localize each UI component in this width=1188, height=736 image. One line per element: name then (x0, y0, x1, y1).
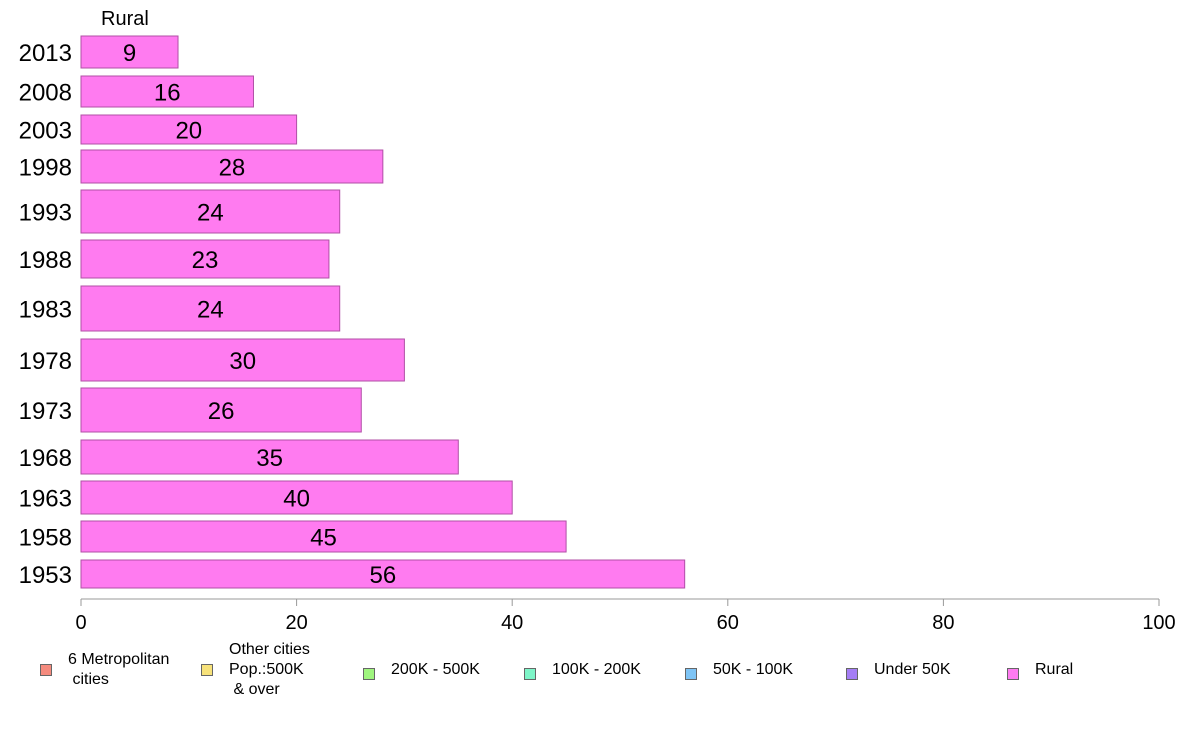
legend-label: Other cities Pop.:500K & over (229, 641, 310, 698)
bar (80, 149, 384, 184)
y-tick-label: 1963 (19, 486, 72, 513)
bars: 2013 9 2008 16 2003 20 1998 28 1993 24 1988 23 1983 2… (19, 35, 686, 589)
bar-value-label: 40 (283, 486, 310, 513)
legend-swatch (685, 668, 697, 680)
bar (80, 35, 179, 69)
bar-value-label: 45 (310, 525, 337, 552)
y-tick-label: 2008 (19, 80, 72, 107)
legend-item: 200K - 500K (363, 660, 480, 680)
y-tick-label: 1998 (19, 155, 72, 182)
legend-item: 100K - 200K (524, 660, 641, 680)
legend-label: 200K - 500K (391, 661, 480, 678)
x-axis: 0 20 40 60 80 100 (75, 598, 1176, 634)
legend-label: Under 50K (874, 661, 951, 678)
legend-item: Rural (1007, 660, 1073, 680)
y-tick-label: 2013 (19, 40, 72, 67)
bar (80, 520, 567, 553)
panel-title: Rural (101, 8, 149, 30)
legend-swatch (40, 664, 52, 676)
legend-label: 50K - 100K (713, 661, 794, 678)
y-tick-label: 2003 (19, 118, 72, 145)
legend-swatch (1007, 668, 1019, 680)
bar (80, 439, 459, 475)
bar-value-label: 30 (229, 348, 256, 375)
bar (80, 114, 298, 145)
legend-label: Rural (1035, 661, 1074, 678)
legend-item: Under 50K (846, 660, 951, 680)
legend-item: 6 Metropolitan cities (40, 650, 169, 690)
y-tick-label: 1993 (19, 200, 72, 227)
y-tick-label: 1973 (19, 398, 72, 425)
y-tick-label: 1958 (19, 525, 72, 552)
legend-swatch (201, 664, 213, 676)
x-tick-label: 80 (932, 612, 954, 634)
bar (80, 189, 341, 234)
x-tick-label: 20 (285, 612, 307, 634)
bar (80, 387, 362, 433)
legend-label: 100K - 200K (552, 661, 641, 678)
bar-value-label: 28 (219, 155, 246, 182)
y-tick-label: 1983 (19, 297, 72, 324)
bar (80, 285, 341, 332)
legend-item: 50K - 100K (685, 660, 793, 680)
y-tick-label: 1978 (19, 348, 72, 375)
x-tick-label: 0 (75, 612, 86, 634)
bar-value-label: 26 (208, 398, 235, 425)
x-tick-label: 100 (1142, 612, 1175, 634)
bar-value-label: 23 (192, 247, 219, 274)
legend-item: Other cities Pop.:500K & over (201, 640, 310, 700)
bar-value-label: 56 (369, 562, 396, 589)
y-tick-label: 1968 (19, 445, 72, 472)
bar-value-label: 20 (175, 118, 202, 145)
legend: 6 Metropolitan cities Other cities Pop.:5… (0, 640, 1188, 730)
bar (80, 338, 405, 382)
bar (80, 559, 686, 589)
bar-value-label: 24 (197, 200, 224, 227)
legend-swatch (363, 668, 375, 680)
bar-value-label: 9 (123, 40, 136, 67)
x-tick-label: 60 (717, 612, 739, 634)
bar (80, 239, 330, 279)
bar-value-label: 16 (154, 80, 181, 107)
bar (80, 480, 513, 515)
bar-value-label: 35 (256, 445, 283, 472)
x-tick-label: 40 (501, 612, 523, 634)
legend-swatch (846, 668, 858, 680)
legend-swatch (524, 668, 536, 680)
y-tick-label: 1953 (19, 562, 72, 589)
legend-label: 6 Metropolitan cities (68, 651, 170, 688)
bar (80, 75, 254, 108)
y-tick-label: 1988 (19, 247, 72, 274)
bar-value-label: 24 (197, 297, 224, 324)
